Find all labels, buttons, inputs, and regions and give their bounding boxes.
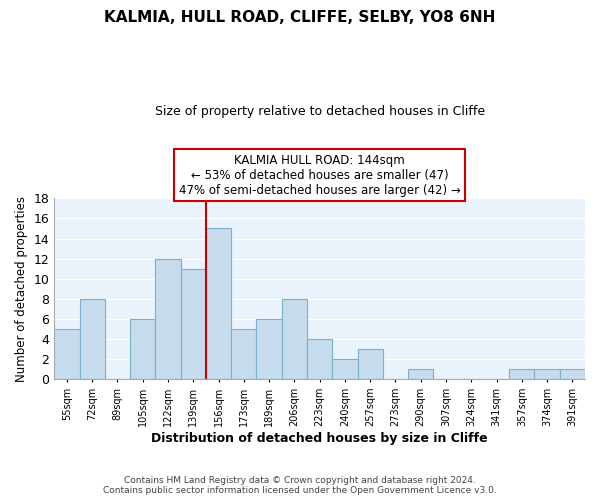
Title: Size of property relative to detached houses in Cliffe: Size of property relative to detached ho…	[155, 105, 485, 118]
Bar	[408, 370, 433, 380]
Bar	[181, 268, 206, 380]
Bar	[130, 319, 155, 380]
Bar	[231, 329, 256, 380]
Bar	[155, 258, 181, 380]
Bar	[206, 228, 231, 380]
Bar	[307, 339, 332, 380]
Text: KALMIA, HULL ROAD, CLIFFE, SELBY, YO8 6NH: KALMIA, HULL ROAD, CLIFFE, SELBY, YO8 6N…	[104, 10, 496, 25]
Bar	[358, 349, 383, 380]
X-axis label: Distribution of detached houses by size in Cliffe: Distribution of detached houses by size …	[151, 432, 488, 445]
Text: KALMIA HULL ROAD: 144sqm
← 53% of detached houses are smaller (47)
47% of semi-d: KALMIA HULL ROAD: 144sqm ← 53% of detach…	[179, 154, 461, 196]
Bar	[54, 329, 80, 380]
Bar	[282, 299, 307, 380]
Bar	[256, 319, 282, 380]
Bar	[332, 359, 358, 380]
Bar	[509, 370, 535, 380]
Bar	[80, 299, 105, 380]
Bar	[535, 370, 560, 380]
Text: Contains HM Land Registry data © Crown copyright and database right 2024.
Contai: Contains HM Land Registry data © Crown c…	[103, 476, 497, 495]
Bar	[560, 370, 585, 380]
Y-axis label: Number of detached properties: Number of detached properties	[15, 196, 28, 382]
